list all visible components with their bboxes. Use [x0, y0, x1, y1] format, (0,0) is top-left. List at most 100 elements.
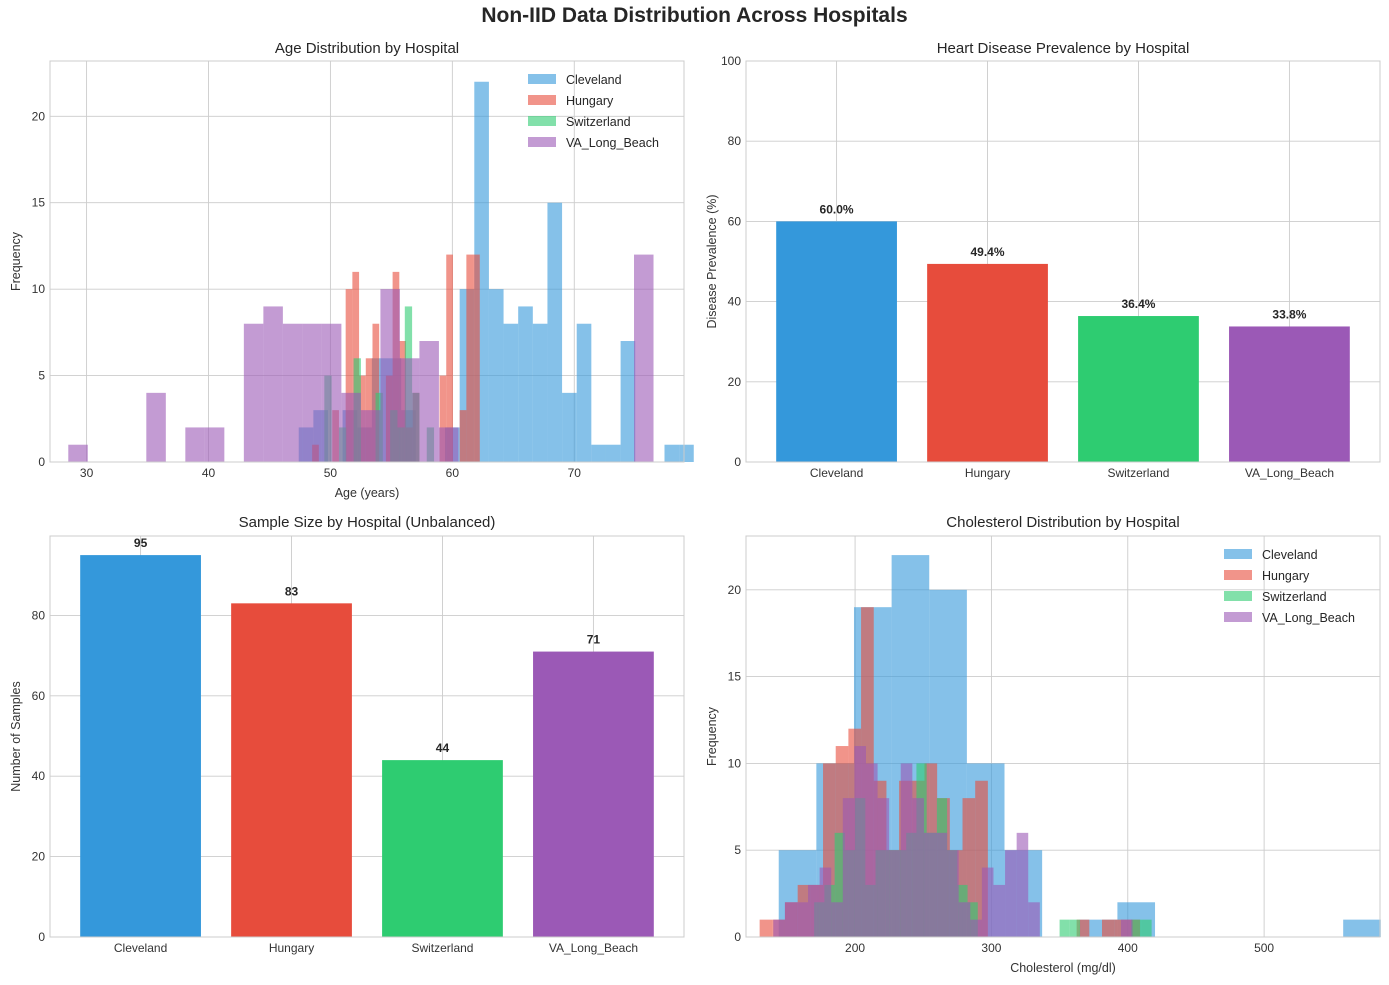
histogram-bar	[547, 202, 563, 462]
legend-swatch	[528, 95, 556, 105]
legend-swatch	[1224, 570, 1252, 580]
histogram-bar	[360, 410, 381, 462]
x-tick-label: 500	[1254, 941, 1274, 955]
y-tick-label: 10	[728, 756, 742, 770]
histogram-bar	[1131, 919, 1142, 937]
x-axis-label: Age (years)	[335, 486, 400, 500]
legend: Cleveland Hungary Switzerland VA_Long_Beach	[1224, 548, 1355, 625]
legend-label: Switzerland	[566, 115, 631, 129]
y-tick-label: 15	[32, 196, 46, 210]
y-tick-label: 40	[32, 769, 46, 783]
x-tick-label: Hungary	[965, 466, 1010, 480]
legend-swatch	[528, 116, 556, 126]
histogram-bar	[488, 289, 504, 462]
x-tick-label: 30	[80, 466, 94, 480]
histogram-bar	[185, 427, 205, 462]
histogram-bar	[634, 254, 654, 462]
histogram-bar	[1059, 919, 1070, 937]
plot-frame	[745, 535, 1381, 938]
plot-frame	[49, 60, 685, 463]
histogram-bar	[912, 798, 924, 937]
bar-Hungary	[231, 603, 352, 937]
panel-title: Cholesterol Distribution by Hospital	[946, 514, 1179, 531]
histogram-bar	[1141, 919, 1152, 937]
y-tick-label: 0	[734, 455, 741, 469]
data-label: 83	[285, 584, 299, 598]
y-tick-label: 20	[32, 109, 46, 123]
histogram-bar	[302, 323, 322, 462]
legend: Cleveland Hungary Switzerland VA_Long_Beach	[528, 73, 659, 150]
y-axis-label: Number of Samples	[9, 681, 23, 791]
y-tick-label: 5	[734, 843, 741, 857]
series-VA_Long_Beach	[68, 254, 654, 462]
data-label: 60.0%	[820, 202, 854, 216]
histogram-bar	[562, 392, 577, 462]
x-tick-label: 300	[981, 941, 1001, 955]
histogram-bar	[819, 867, 832, 937]
y-axis-label: Frequency	[705, 706, 719, 766]
panel-title: Age Distribution by Hospital	[275, 40, 459, 57]
y-tick-label: 20	[728, 583, 742, 597]
histogram-bar	[970, 919, 982, 937]
y-tick-label: 80	[32, 608, 46, 622]
histogram-bar	[282, 323, 303, 462]
bar-Hungary	[927, 263, 1048, 462]
histogram-bar	[993, 884, 1006, 937]
x-tick-label: 60	[446, 466, 460, 480]
plot-frame	[49, 535, 685, 938]
histogram-bar	[981, 867, 994, 937]
histogram-bar	[865, 763, 878, 937]
legend-swatch	[528, 74, 556, 84]
legend-label: VA_Long_Beach	[1262, 611, 1355, 625]
y-tick-label: 40	[728, 295, 742, 309]
y-tick-label: 60	[728, 214, 742, 228]
histogram-bar	[459, 410, 467, 462]
histogram-bar	[759, 919, 773, 937]
data-label: 44	[436, 741, 450, 755]
x-tick-label: VA_Long_Beach	[549, 941, 638, 955]
x-tick-label: 70	[568, 466, 582, 480]
y-tick-label: 20	[32, 850, 46, 864]
histogram-bar	[1005, 850, 1017, 937]
data-label: 33.8%	[1272, 307, 1306, 321]
histogram-bar	[900, 763, 913, 937]
y-tick-label: 5	[38, 369, 45, 383]
histogram-bar	[664, 444, 680, 462]
histogram-bar	[576, 323, 592, 462]
y-tick-label: 60	[32, 689, 46, 703]
histogram-bar	[380, 289, 400, 462]
histogram-bar	[1120, 919, 1133, 937]
histogram-bar	[1016, 832, 1029, 937]
x-tick-label: Cleveland	[114, 941, 167, 955]
histogram-bar	[146, 392, 166, 462]
histogram-bar	[419, 341, 439, 462]
y-tick-label: 20	[728, 375, 742, 389]
x-tick-label: Hungary	[269, 941, 314, 955]
y-axis-label: Frequency	[9, 231, 23, 291]
bar-Switzerland	[1078, 316, 1199, 462]
histogram-bar	[831, 902, 843, 937]
histogram-bar	[591, 444, 606, 462]
x-tick-label: 200	[845, 941, 865, 955]
data-label: 49.4%	[971, 245, 1005, 259]
histogram-bar	[1069, 919, 1081, 937]
panel-age: 0 5 10 15 20 30 40 50 60 70 Age Distribution by Ho…	[9, 40, 694, 500]
y-tick-label: 0	[38, 930, 45, 944]
x-tick-label: 40	[202, 466, 216, 480]
histogram-bar	[1028, 902, 1040, 937]
x-tick-label: 400	[1118, 941, 1138, 955]
legend-swatch	[528, 137, 556, 147]
legend-swatch	[1224, 591, 1252, 601]
bar-Cleveland	[80, 555, 201, 937]
x-tick-label: Switzerland	[1107, 466, 1169, 480]
histogram-bar	[935, 832, 948, 937]
histogram-bar	[345, 289, 353, 462]
legend-label: Hungary	[1262, 569, 1310, 583]
y-tick-label: 15	[728, 670, 742, 684]
bar-VA_Long_Beach	[533, 651, 654, 937]
histogram-bar	[466, 254, 474, 462]
x-tick-label: Cleveland	[810, 466, 863, 480]
y-tick-label: 0	[734, 930, 741, 944]
legend-swatch	[1224, 549, 1252, 559]
panel-samples: 95 83 44 71 0 20 40 60 80 Cleveland Hungary Switzer…	[9, 514, 685, 955]
